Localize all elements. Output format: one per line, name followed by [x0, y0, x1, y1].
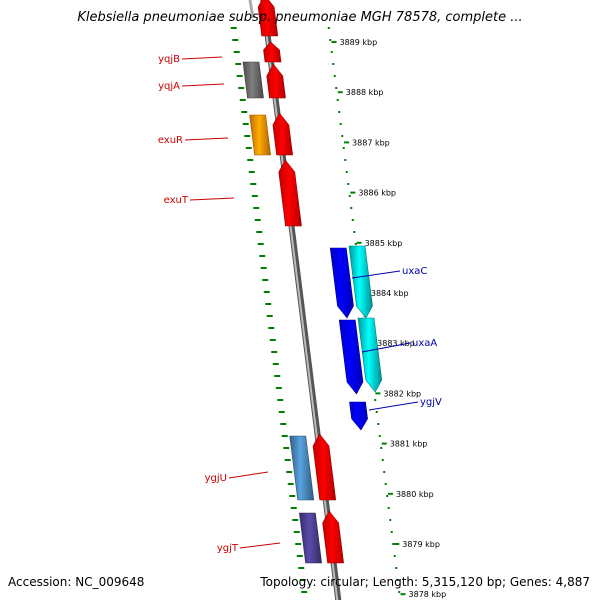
gene-label-connector: [368, 401, 419, 411]
scale-label: 3887 kbp: [352, 138, 390, 147]
gene-feature[interactable]: [312, 433, 337, 501]
scale-label: 3881 kbp: [390, 440, 428, 449]
gene-label[interactable]: ygjT: [217, 543, 239, 554]
scale-label: 3889 kbp: [340, 38, 378, 47]
gene-feature[interactable]: [278, 159, 302, 227]
gene-feature[interactable]: [257, 0, 279, 37]
scale-label: 3880 kbp: [396, 490, 434, 499]
scale-label: 3879 kbp: [402, 540, 440, 549]
gene-label[interactable]: uxaA: [412, 338, 437, 349]
gene-label-connector: [181, 83, 225, 87]
gene-feature[interactable]: [242, 61, 264, 99]
scale-label: 3882 kbp: [383, 389, 421, 398]
gene-label-connector: [361, 342, 411, 353]
gene-feature[interactable]: [348, 245, 373, 319]
map-title: Klebsiella pneumoniae subsp. pneumoniae …: [77, 10, 523, 25]
gene-label-connector: [239, 542, 281, 549]
scale-label: 3885 kbp: [365, 239, 403, 248]
scale-label: 3886 kbp: [358, 189, 396, 198]
gene-label-connector: [351, 270, 401, 279]
gene-feature[interactable]: [289, 435, 315, 501]
genome-summary-text: Topology: circular; Length: 5,315,120 bp…: [260, 575, 590, 589]
gene-label[interactable]: exuT: [164, 195, 189, 206]
gene-label[interactable]: exuR: [158, 135, 183, 146]
gene-label[interactable]: yqjA: [158, 81, 180, 92]
gene-feature[interactable]: [357, 317, 383, 393]
gene-label[interactable]: uxaC: [402, 266, 427, 277]
scale-label: 3884 kbp: [371, 289, 409, 298]
gene-feature[interactable]: [322, 510, 344, 564]
gene-feature[interactable]: [266, 63, 286, 99]
gene-feature[interactable]: [338, 319, 364, 395]
gene-feature[interactable]: [272, 112, 293, 156]
accession-text: Accession: NC_009648: [8, 575, 145, 589]
gene-feature[interactable]: [349, 401, 368, 431]
gene-label-connector: [181, 56, 223, 60]
gene-feature[interactable]: [299, 512, 322, 564]
gene-label-connector: [184, 137, 229, 141]
gene-label[interactable]: yqjB: [158, 54, 180, 65]
gene-label[interactable]: ygjV: [420, 397, 442, 408]
scale-label: 3888 kbp: [346, 88, 384, 97]
gene-label-connector: [228, 471, 269, 479]
gene-feature[interactable]: [249, 114, 271, 156]
scale-label: 3883 kbp: [377, 339, 415, 348]
gene-label-connector: [189, 197, 235, 201]
lane-border-top: [248, 0, 255, 19]
gene-label[interactable]: ygjU: [205, 473, 227, 484]
scale-label: 3878 kbp: [409, 590, 447, 599]
gene-feature[interactable]: [263, 41, 282, 63]
gene-feature[interactable]: [329, 247, 354, 319]
